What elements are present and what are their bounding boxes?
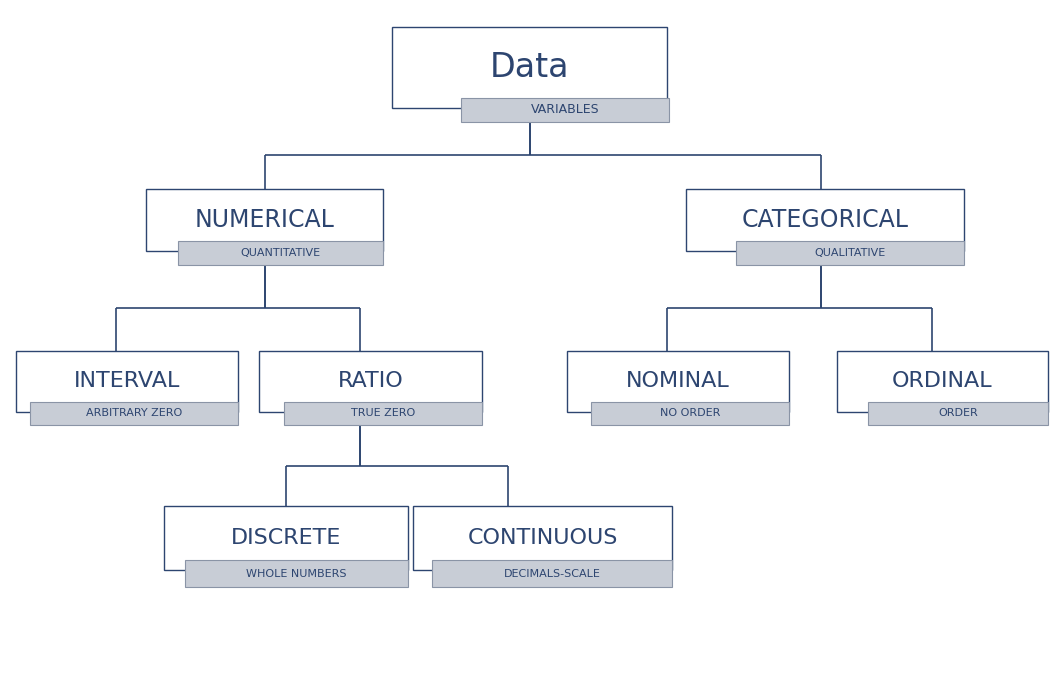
FancyBboxPatch shape: [164, 506, 408, 570]
Text: QUALITATIVE: QUALITATIVE: [814, 248, 885, 258]
FancyBboxPatch shape: [591, 402, 789, 425]
FancyBboxPatch shape: [432, 560, 672, 587]
Text: Data: Data: [489, 51, 570, 84]
FancyBboxPatch shape: [736, 241, 964, 265]
Text: NO ORDER: NO ORDER: [660, 408, 720, 418]
Text: TRUE ZERO: TRUE ZERO: [351, 408, 415, 418]
Text: ARBITRARY ZERO: ARBITRARY ZERO: [86, 408, 182, 418]
Text: RATIO: RATIO: [338, 371, 403, 392]
Text: INTERVAL: INTERVAL: [74, 371, 180, 392]
FancyBboxPatch shape: [185, 560, 408, 587]
FancyBboxPatch shape: [284, 402, 482, 425]
Text: QUANTITATIVE: QUANTITATIVE: [240, 248, 321, 258]
Text: ORDINAL: ORDINAL: [892, 371, 993, 392]
FancyBboxPatch shape: [413, 506, 672, 570]
Text: DECIMALS-SCALE: DECIMALS-SCALE: [504, 569, 600, 578]
FancyBboxPatch shape: [178, 241, 383, 265]
FancyBboxPatch shape: [567, 351, 789, 412]
FancyBboxPatch shape: [461, 98, 669, 122]
FancyBboxPatch shape: [686, 189, 964, 251]
Text: WHOLE NUMBERS: WHOLE NUMBERS: [247, 569, 346, 578]
Text: VARIABLES: VARIABLES: [531, 103, 599, 116]
FancyBboxPatch shape: [259, 351, 482, 412]
Text: DISCRETE: DISCRETE: [231, 529, 341, 548]
Text: CONTINUOUS: CONTINUOUS: [468, 529, 617, 548]
FancyBboxPatch shape: [392, 27, 667, 108]
FancyBboxPatch shape: [868, 402, 1048, 425]
FancyBboxPatch shape: [16, 351, 238, 412]
FancyBboxPatch shape: [146, 189, 383, 251]
FancyBboxPatch shape: [837, 351, 1048, 412]
Text: CATEGORICAL: CATEGORICAL: [741, 208, 909, 232]
Text: NUMERICAL: NUMERICAL: [195, 208, 335, 232]
Text: NOMINAL: NOMINAL: [626, 371, 730, 392]
FancyBboxPatch shape: [30, 402, 238, 425]
Text: ORDER: ORDER: [938, 408, 979, 418]
